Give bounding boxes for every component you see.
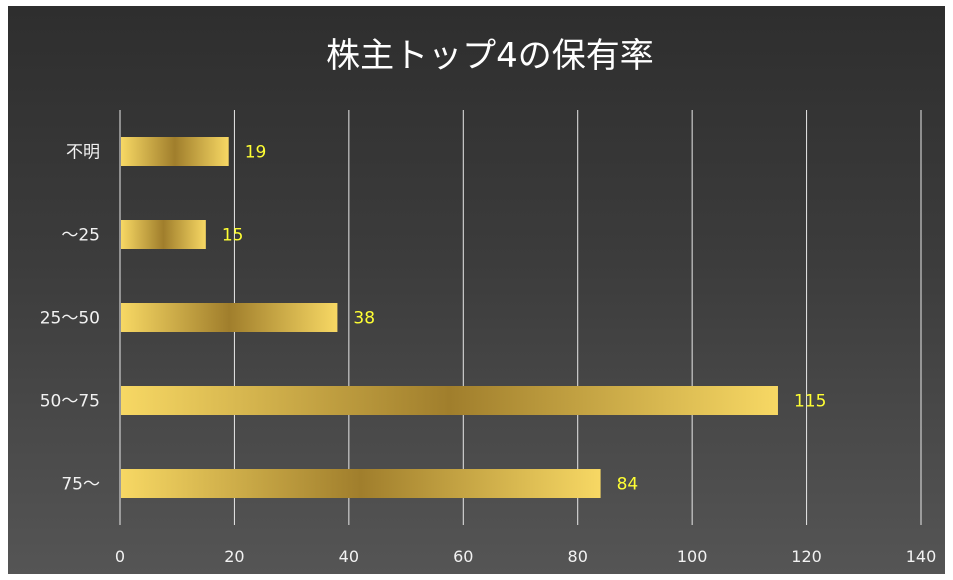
category-label-4: 75～ (61, 475, 100, 495)
x-tick-label-40: 40 (339, 547, 359, 566)
bar-1 (121, 220, 206, 249)
x-tick-label-0: 0 (115, 547, 125, 566)
x-tick-label-100: 100 (677, 547, 708, 566)
value-label-2: 38 (353, 309, 375, 329)
value-label-4: 84 (617, 475, 639, 495)
value-label-3: 115 (794, 392, 826, 412)
labels: 0 20 40 60 80 100 120 140 不明 19 ～25 15 25～50 38 50～75 1… (40, 143, 937, 567)
x-tick-label-120: 120 (791, 547, 822, 566)
category-label-1: ～25 (61, 226, 100, 246)
bars (121, 137, 778, 498)
category-label-3: 50～75 (40, 392, 100, 412)
bar-0 (121, 137, 229, 166)
x-tick-label-20: 20 (224, 547, 244, 566)
category-label-2: 25～50 (40, 309, 100, 329)
x-tick-label-60: 60 (453, 547, 473, 566)
bar-2 (121, 303, 338, 332)
category-label-0: 不明 (66, 143, 100, 163)
value-label-0: 19 (245, 143, 267, 163)
chart-title: 株主トップ4の保有率 (326, 36, 654, 76)
bar-4 (121, 469, 601, 498)
x-tick-label-140: 140 (906, 547, 937, 566)
x-tick-label-80: 80 (568, 547, 588, 566)
bar-3 (121, 386, 778, 415)
value-label-1: 15 (222, 226, 244, 246)
